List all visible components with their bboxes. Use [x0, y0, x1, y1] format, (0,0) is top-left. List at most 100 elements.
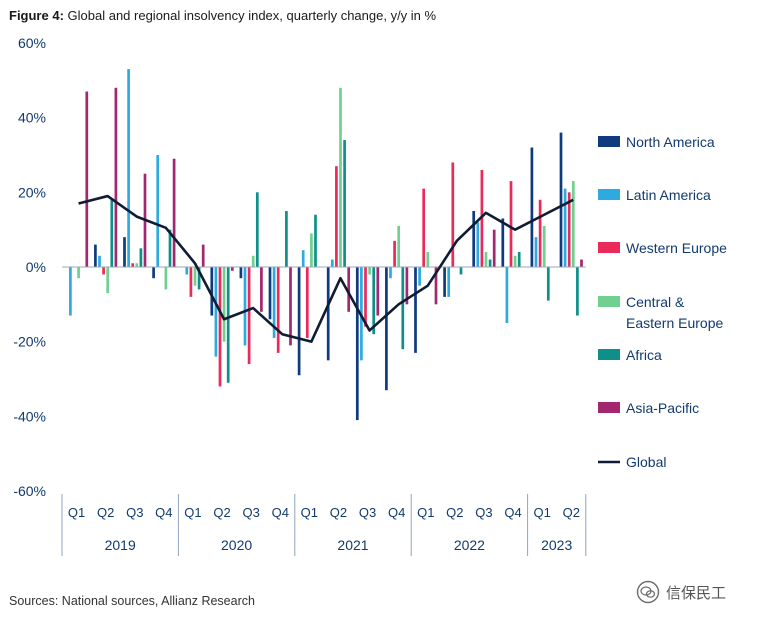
y-tick-label: 20% [18, 184, 46, 200]
bar-latin-america [534, 237, 538, 267]
chart-title: Figure 4: Global and regional insolvency… [9, 8, 436, 23]
bar-asia-pacific [434, 267, 438, 305]
y-tick-label: 40% [18, 110, 46, 126]
legend-swatch-western-europe [598, 242, 620, 253]
bar-latin-america [505, 267, 509, 323]
bar-asia-pacific [347, 267, 351, 312]
bar-central-eastern-europe [193, 267, 197, 286]
bar-north-america [239, 267, 243, 279]
bar-north-america [559, 132, 563, 267]
legend-label-central-eastern-europe: Central & [626, 294, 685, 310]
bar-western-europe [305, 267, 309, 338]
bar-north-america [268, 267, 272, 320]
source-note: Sources: National sources, Allianz Resea… [9, 594, 255, 608]
year-tick-label: 2021 [337, 537, 368, 553]
bar-latin-america [476, 222, 480, 267]
bar-africa [314, 214, 317, 267]
bar-latin-america [185, 267, 189, 275]
bar-north-america [501, 218, 505, 267]
quarter-tick-label: Q2 [97, 505, 114, 520]
bar-latin-america [156, 155, 160, 267]
bar-africa [401, 267, 405, 350]
bar-africa [139, 248, 143, 267]
bar-latin-america [447, 267, 451, 297]
bar-central-eastern-europe [571, 181, 575, 267]
bar-western-europe [567, 192, 571, 267]
wechat-logo-icon [636, 580, 660, 604]
bar-latin-america [563, 188, 567, 267]
quarter-tick-label: Q2 [213, 505, 230, 520]
legend-swatch-latin-america [598, 189, 620, 200]
bar-western-europe [189, 267, 193, 297]
bar-western-europe [276, 267, 280, 353]
bar-north-america [530, 147, 534, 267]
watermark: 信保民工 [636, 580, 726, 604]
legend-swatch-africa [598, 349, 620, 360]
bar-latin-america [272, 267, 276, 338]
bar-latin-america [69, 267, 72, 316]
bar-western-europe [422, 188, 426, 267]
quarter-tick-label: Q3 [475, 505, 492, 520]
bar-north-america [355, 267, 359, 421]
quarter-tick-label: Q1 [301, 505, 318, 520]
bar-asia-pacific [85, 91, 89, 267]
bar-north-america [472, 211, 476, 267]
y-tick-label: 60% [18, 35, 46, 51]
bar-central-eastern-europe [397, 225, 401, 267]
legend-swatch-central-eastern-europe [598, 296, 620, 307]
bar-western-europe [509, 181, 513, 267]
bar-latin-america [214, 267, 218, 357]
bar-africa [168, 229, 172, 267]
bar-central-eastern-europe [106, 267, 110, 294]
year-tick-label: 2022 [454, 537, 485, 553]
bar-central-eastern-europe [222, 267, 226, 342]
bar-asia-pacific [201, 244, 205, 267]
legend-label-western-europe: Western Europe [626, 240, 727, 256]
legend: North America Latin America Western Europe… [598, 134, 727, 470]
bar-central-eastern-europe [310, 233, 313, 267]
bar-asia-pacific [114, 87, 118, 267]
quarter-tick-label: Q4 [504, 505, 521, 520]
bar-north-america [210, 267, 214, 316]
bar-north-america [152, 267, 155, 279]
quarter-tick-label: Q4 [388, 505, 405, 520]
bar-north-america [94, 244, 97, 267]
bar-western-europe [393, 240, 396, 267]
bar-north-america [443, 267, 446, 297]
bar-central-eastern-europe [484, 252, 488, 267]
bar-western-europe [131, 263, 135, 267]
quarter-tick-label: Q1 [68, 505, 85, 520]
bar-africa [546, 267, 550, 301]
bar-africa [343, 140, 346, 267]
bar-africa [197, 267, 201, 290]
bar-central-eastern-europe [77, 267, 80, 279]
bar-north-america [326, 267, 330, 361]
y-tick-label: -40% [13, 408, 46, 424]
bar-asia-pacific [289, 267, 292, 346]
bar-africa [226, 267, 230, 383]
bar-central-eastern-europe [368, 267, 371, 275]
bar-africa [110, 199, 114, 267]
bar-north-america [297, 267, 301, 376]
year-tick-label: 2019 [105, 537, 136, 553]
bar-africa [576, 267, 579, 316]
bar-africa [372, 267, 376, 335]
bar-central-eastern-europe [164, 267, 168, 290]
legend-label-global: Global [626, 454, 666, 470]
bar-asia-pacific [172, 158, 176, 267]
quarter-tick-label: Q1 [184, 505, 201, 520]
year-tick-label: 2023 [541, 537, 572, 553]
y-tick-label: -60% [13, 483, 46, 499]
bar-western-europe [538, 199, 542, 267]
y-axis: 60% 40% 20% 0% -20% -40% -60% [13, 35, 46, 499]
bar-central-eastern-europe [513, 255, 517, 267]
bar-central-eastern-europe [542, 225, 546, 267]
bar-asia-pacific [260, 267, 263, 312]
legend-swatch-asia-pacific [598, 402, 620, 413]
quarter-tick-label: Q3 [126, 505, 143, 520]
bar-latin-america [301, 250, 305, 267]
bar-central-eastern-europe [339, 87, 342, 267]
legend-label-asia-pacific: Asia-Pacific [626, 400, 699, 416]
legend-label-africa: Africa [626, 347, 662, 363]
